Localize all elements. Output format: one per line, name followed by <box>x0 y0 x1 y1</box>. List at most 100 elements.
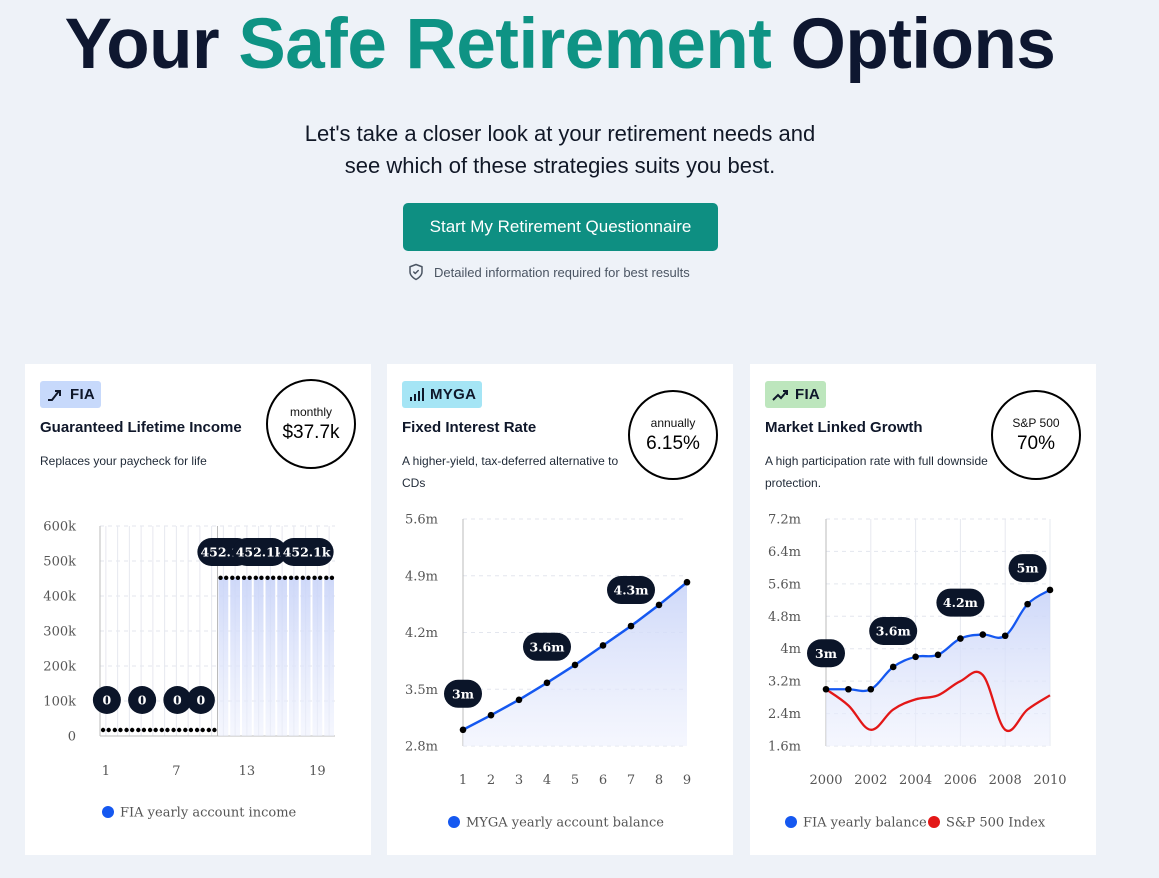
point <box>312 575 317 580</box>
point <box>300 575 306 580</box>
point <box>294 575 299 580</box>
line-chart-icon <box>772 389 788 401</box>
metric-label: monthly <box>289 404 333 419</box>
data-label-bg <box>128 686 157 714</box>
data-label-bg <box>444 679 482 708</box>
start-questionnaire-button[interactable]: Start My Retirement Questionnaire <box>403 203 718 251</box>
data-label: 3m <box>815 646 837 661</box>
point <box>165 727 170 733</box>
data-label-bg <box>186 686 215 714</box>
info-note: Detailed information required for best r… <box>407 263 690 281</box>
y-tick-label: 5.6m <box>405 513 438 528</box>
metric-circle: monthly $37.7k <box>266 379 356 469</box>
card-badge: FIA <box>765 381 827 408</box>
x-tick-label: 2 <box>487 773 495 788</box>
x-tick-label: 2008 <box>989 773 1022 788</box>
card-badge: MYGA <box>402 381 483 408</box>
point <box>1001 632 1009 640</box>
point <box>459 726 467 734</box>
data-label-bg <box>807 639 845 668</box>
title-start: Your <box>64 5 239 84</box>
y-tick-label: 400k <box>43 590 76 605</box>
point <box>912 653 919 661</box>
bar <box>324 577 334 736</box>
data-label: 3m <box>452 686 474 701</box>
y-tick-label: 4.9m <box>405 569 438 584</box>
point <box>265 575 270 580</box>
point <box>147 727 153 733</box>
point <box>118 727 123 733</box>
legend-label: FIA yearly account income <box>120 806 297 821</box>
y-tick-label: 3.2m <box>768 675 801 690</box>
data-label: 3.6m <box>530 639 565 654</box>
point <box>1024 600 1031 608</box>
subtitle-line-1: Let's take a closer look at your retirem… <box>304 121 816 146</box>
point <box>329 575 335 580</box>
x-tick-label: 19 <box>309 764 326 779</box>
point <box>867 685 875 693</box>
legend-marker <box>928 816 940 828</box>
point <box>230 575 235 580</box>
card-description: A higher-yield, tax-deferred alternative… <box>402 454 619 490</box>
x-tick-label: 5 <box>571 773 579 788</box>
data-label: 452.1k <box>283 545 331 560</box>
point <box>253 575 259 580</box>
card-badge: FIA <box>40 381 102 408</box>
data-label: 0 <box>103 693 112 708</box>
shield-check-icon <box>409 263 423 281</box>
y-tick-label: 4.8m <box>768 610 801 625</box>
data-label-bg <box>523 632 571 661</box>
area <box>463 582 687 746</box>
data-label: 0 <box>197 693 206 708</box>
point <box>112 727 118 733</box>
point <box>282 575 288 580</box>
trend-up-icon <box>48 389 61 401</box>
y-tick-label: 3.5m <box>405 683 438 698</box>
data-label-bg <box>279 538 334 566</box>
point <box>235 575 241 580</box>
point <box>223 575 229 580</box>
x-tick-label: 2004 <box>899 773 932 788</box>
data-label-bg <box>1008 554 1047 583</box>
point <box>124 727 129 733</box>
badge-label: FIA <box>795 386 821 403</box>
point <box>889 663 897 671</box>
point <box>100 727 106 733</box>
card-title: Fixed Interest Rate <box>402 419 537 436</box>
legend-label: S&P 500 Index <box>946 816 1046 831</box>
point <box>212 727 217 733</box>
legend-label: FIA yearly balance <box>803 816 927 831</box>
data-label: 4.2m <box>943 595 978 610</box>
x-tick-label: 6 <box>599 773 607 788</box>
y-tick-label: 1.6m <box>768 740 801 755</box>
bar <box>218 577 229 736</box>
point <box>277 575 282 580</box>
growth-line-chart: 1.6m 2.4m 3.2m 4m 4.8m 5.6m 6.4m 7.2m 2000 2002 20… <box>768 513 1067 831</box>
legend-marker <box>102 806 114 818</box>
badge-label: MYGA <box>430 386 477 403</box>
point <box>129 727 135 733</box>
legend-marker <box>448 816 460 828</box>
bar <box>265 577 276 736</box>
bar <box>253 577 264 736</box>
card-description: Replaces your paycheck for life <box>40 454 207 468</box>
metric-value: 70% <box>1016 432 1056 454</box>
point <box>822 685 830 693</box>
point <box>270 575 276 580</box>
page-title: Your Safe Retirement Options <box>0 2 1120 88</box>
card-description: A high participation rate with full down… <box>765 454 988 490</box>
data-label: 4.3m <box>614 583 649 598</box>
y-tick-label: 500k <box>43 555 76 570</box>
title-end: Options <box>771 5 1056 84</box>
y-tick-label: 200k <box>43 660 76 675</box>
point <box>487 711 495 719</box>
point <box>599 642 607 649</box>
y-tick-label: 2.4m <box>768 707 801 722</box>
point <box>206 727 212 733</box>
bar <box>242 577 252 736</box>
bar <box>277 577 287 736</box>
bar-chart-icon <box>410 387 424 401</box>
metric-value: $37.7k <box>282 421 340 443</box>
x-tick-label: 9 <box>683 773 691 788</box>
point <box>1046 586 1054 594</box>
